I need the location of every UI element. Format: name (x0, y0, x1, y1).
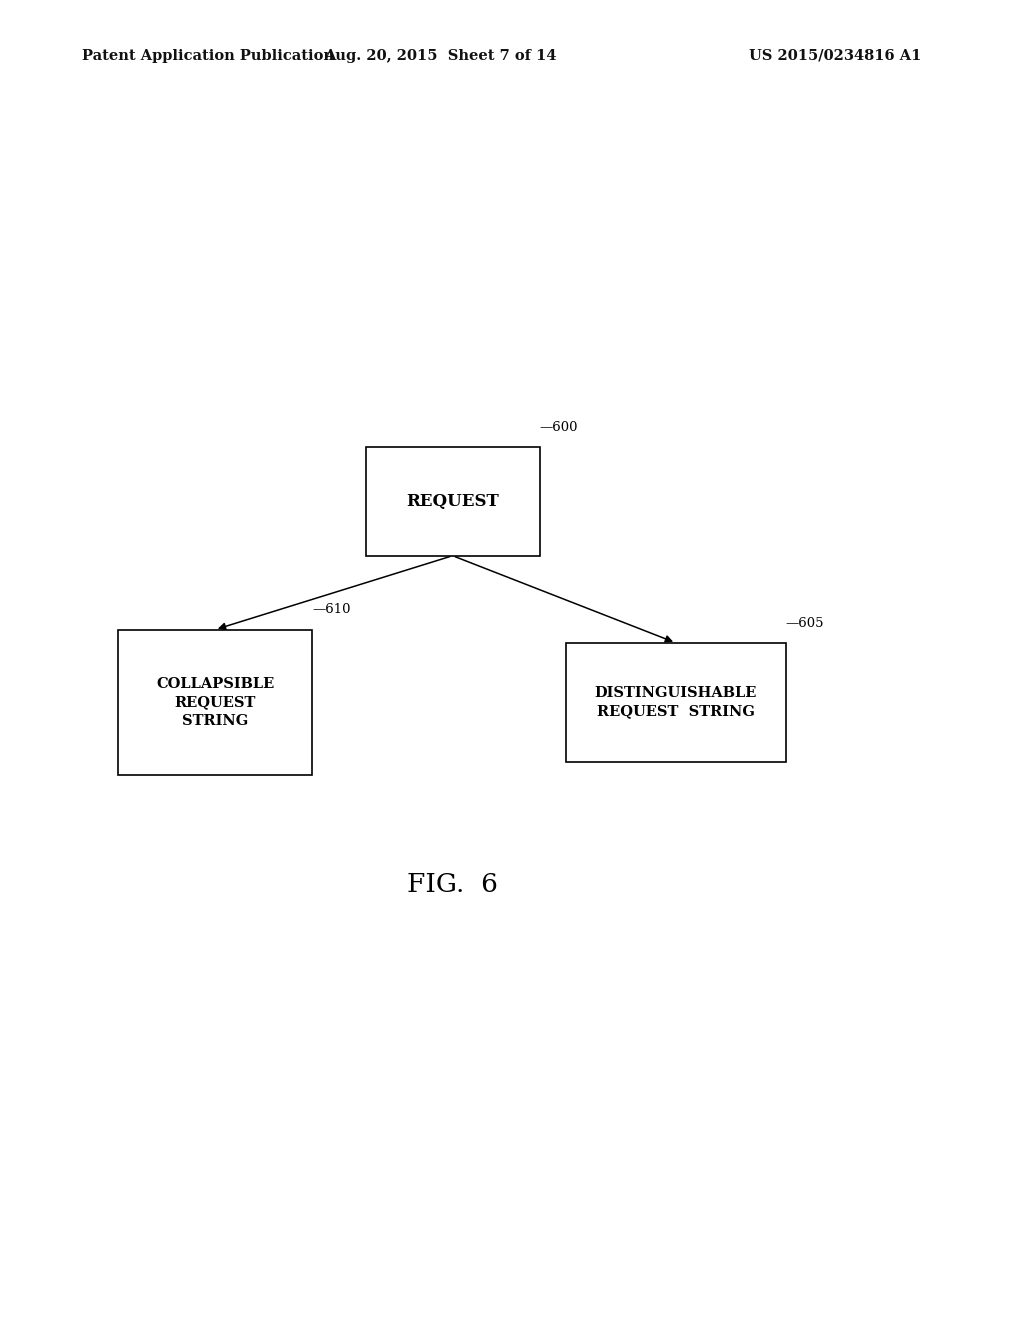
Text: US 2015/0234816 A1: US 2015/0234816 A1 (750, 49, 922, 63)
Text: COLLAPSIBLE
REQUEST
STRING: COLLAPSIBLE REQUEST STRING (156, 677, 274, 727)
Text: —600: —600 (540, 421, 579, 434)
Text: REQUEST: REQUEST (407, 494, 499, 510)
Text: —605: —605 (786, 616, 824, 630)
Bar (366, 447, 540, 556)
Text: —610: —610 (312, 603, 351, 616)
Text: Aug. 20, 2015  Sheet 7 of 14: Aug. 20, 2015 Sheet 7 of 14 (324, 49, 557, 63)
Bar (118, 630, 312, 775)
Text: FIG.  6: FIG. 6 (408, 873, 498, 896)
Text: Patent Application Publication: Patent Application Publication (82, 49, 334, 63)
Bar (565, 643, 786, 762)
Text: DISTINGUISHABLE
REQUEST  STRING: DISTINGUISHABLE REQUEST STRING (595, 686, 757, 718)
